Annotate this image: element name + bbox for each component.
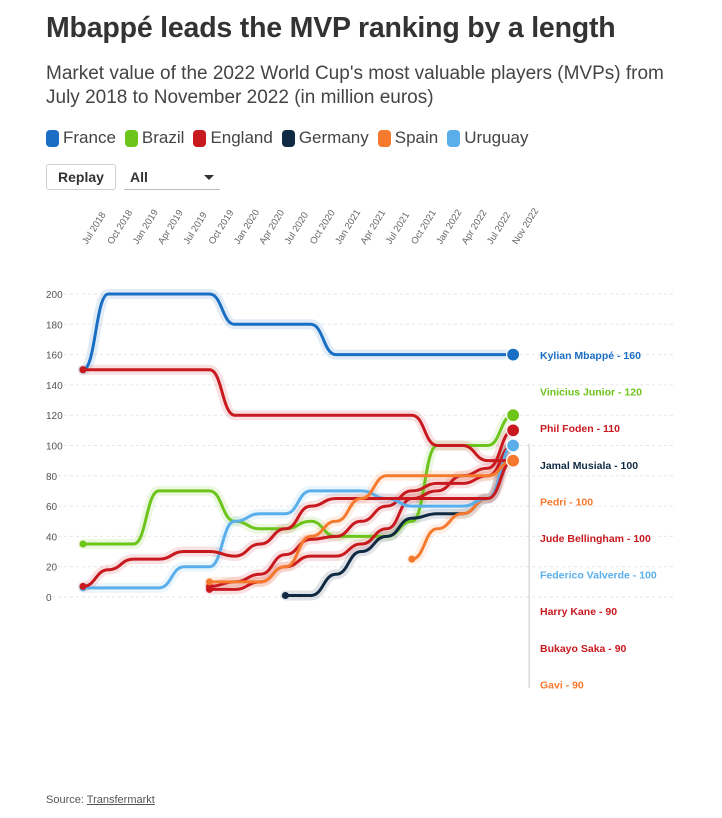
end-label-federico-valverde: Federico Valverde - 100 (540, 570, 657, 582)
legend-item-spain[interactable]: Spain (377, 128, 439, 148)
end-label-gavi: Gavi - 90 (540, 679, 584, 691)
y-tick-label: 60 (46, 502, 58, 513)
y-tick-label: 120 (46, 411, 63, 422)
series-start-dot-vinicius-junior (79, 540, 87, 548)
y-tick-label: 140 (46, 381, 63, 392)
series-line-jude-bellingham (208, 444, 515, 588)
y-tick-label: 0 (46, 593, 52, 604)
end-label-harry-kane: Harry Kane - 90 (540, 606, 617, 618)
series-end-dot-kylian-mbappe (505, 347, 521, 362)
y-tick-label: 20 (46, 563, 58, 574)
marker-group (79, 347, 521, 599)
series-end-dot-vinicius-junior (505, 408, 521, 423)
series-start-dot-pedri (408, 555, 416, 563)
legend-swatch-icon (447, 129, 461, 147)
legend-item-uruguay[interactable]: Uruguay (447, 128, 529, 148)
series-line-gavi (208, 459, 515, 584)
legend-label: Brazil (141, 128, 185, 147)
end-label-bukayo-saka: Bukayo Saka - 90 (540, 643, 627, 655)
source-note: Source: Transfermarkt (46, 794, 155, 806)
series-line-kylian-mbappe (81, 292, 515, 372)
chart-title: Mbappé leads the MVP ranking by a length (46, 12, 616, 44)
legend-item-germany[interactable]: Germany (281, 128, 369, 148)
filter-select-value: All (130, 169, 148, 185)
legend-swatch-icon (193, 129, 207, 147)
series-line-federico-valverde (81, 444, 515, 590)
legend-label: France (63, 128, 116, 147)
series-start-dot-jamal-musiala (281, 591, 289, 599)
series-start-dot-gavi (206, 578, 213, 586)
y-tick-label: 80 (46, 472, 58, 483)
legend-label: Spain (394, 128, 439, 147)
y-tick-label: 200 (46, 290, 63, 301)
legend-label: Germany (298, 128, 369, 147)
legend-item-england[interactable]: England (193, 128, 273, 148)
end-label-jude-bellingham: Jude Bellingham - 100 (540, 533, 651, 545)
series-end-dot-gavi (505, 453, 521, 468)
end-label-phil-foden: Phil Foden - 110 (540, 423, 620, 435)
y-tick-label: 40 (46, 532, 58, 543)
series-end-dot-phil-foden (505, 423, 521, 438)
y-tick-label: 100 (46, 442, 63, 453)
legend-swatch-icon (377, 129, 391, 147)
series-line-bukayo-saka (81, 459, 515, 588)
end-label-pedri: Pedri - 100 (540, 496, 593, 508)
filter-select[interactable]: All (124, 164, 220, 190)
y-tick-label: 180 (46, 320, 63, 331)
legend-item-brazil[interactable]: Brazil (124, 128, 185, 148)
chevron-down-icon (204, 175, 214, 180)
series-start-dot-harry-kane (79, 366, 87, 374)
label-group: Kylian Mbappé - 160 Vinicius Junior - 120… (540, 350, 657, 691)
series-start-dot-bukayo-saka (79, 582, 87, 590)
replay-button[interactable]: Replay (46, 164, 116, 190)
legend-swatch-icon (124, 129, 138, 147)
source-prefix: Source: (46, 794, 87, 806)
series-group (81, 292, 515, 597)
end-label-kylian-mbappe: Kylian Mbappé - 160 (540, 350, 641, 362)
legend-label: Uruguay (464, 128, 529, 147)
source-link[interactable]: Transfermarkt (86, 794, 155, 806)
end-label-vinicius-junior: Vinicius Junior - 120 (540, 387, 642, 399)
legend-item-france[interactable]: France (46, 128, 116, 148)
legend-label: England (210, 128, 273, 147)
series-halo-kylian-mbappe (78, 289, 519, 375)
legend-swatch-icon (46, 129, 59, 147)
y-tick-label: 160 (46, 351, 63, 362)
legend-swatch-icon (281, 129, 295, 147)
end-label-jamal-musiala: Jamal Musiala - 100 (540, 460, 638, 472)
legend: France Brazil England Germany Spain Urug… (46, 128, 538, 148)
series-line-harry-kane (81, 368, 515, 463)
series-end-dot-federico-valverde (505, 438, 521, 453)
chart-subtitle: Market value of the 2022 World Cup's mos… (46, 63, 664, 108)
x-tick-label: Nov 2022 (510, 206, 541, 246)
